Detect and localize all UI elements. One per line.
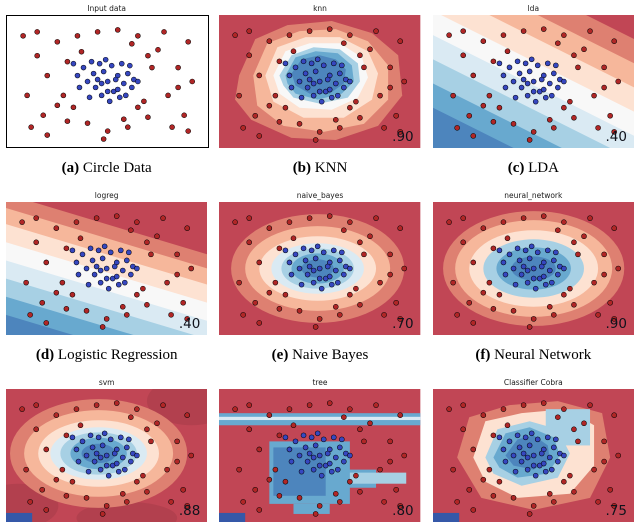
panel-knn: knn .90	[219, 3, 421, 148]
panel-title: neural_network	[504, 191, 563, 200]
knn-plot	[219, 15, 421, 148]
neural-network-plot	[432, 202, 634, 335]
score-label: .70	[392, 316, 414, 332]
panel-neural-network: neural_network .90	[432, 190, 634, 335]
caption-tag: (c)	[507, 160, 525, 176]
panel-title: logreg	[94, 191, 119, 200]
score-label: .75	[605, 503, 627, 519]
caption-label: Logistic Regression	[57, 347, 178, 363]
score-label: .40	[178, 316, 201, 332]
caption-tag: (f)	[475, 347, 491, 363]
caption-d: (d) Logistic Regression	[6, 336, 207, 377]
caption-b: (b) KNN	[219, 149, 420, 190]
panel-classifier-cobra: Classifier Cobra .75	[432, 377, 634, 522]
panel-logreg: logreg .40	[6, 190, 208, 335]
panel-title: tree	[312, 378, 328, 387]
panel-title: Classifier Cobra	[503, 378, 563, 387]
panel-input-data: Input data	[6, 3, 210, 148]
caption-tag: (a)	[61, 160, 80, 176]
caption-tag: (b)	[292, 160, 312, 176]
caption-label: Circle Data	[82, 160, 152, 176]
score-label: .90	[605, 316, 627, 332]
panel-title: naive_bayes	[296, 191, 344, 200]
lda-plot	[432, 15, 634, 148]
caption-e: (e) Naive Bayes	[219, 336, 420, 377]
panel-svm: svm .88	[6, 377, 208, 522]
caption-label: LDA	[528, 160, 559, 176]
panel-naive-bayes: naive_bayes .70	[219, 190, 421, 335]
score-label: .80	[392, 503, 414, 519]
caption-tag: (e)	[271, 347, 289, 363]
svm-plot	[6, 389, 208, 522]
panel-title: knn	[313, 4, 327, 13]
panel-tree: tree .80	[219, 377, 421, 522]
panel-title: lda	[527, 4, 540, 13]
caption-a: (a) Circle Data	[6, 149, 207, 190]
panel-lda: lda .40	[432, 3, 634, 148]
caption-label: Neural Network	[494, 347, 592, 363]
caption-c: (c) LDA	[433, 149, 634, 190]
classifier-cobra-plot	[432, 389, 634, 522]
panel-title: Input data	[87, 4, 127, 13]
caption-tag: (d)	[35, 347, 55, 363]
naive-bayes-plot	[219, 202, 421, 335]
tree-plot	[219, 389, 421, 522]
score-label: .90	[392, 129, 414, 145]
score-label: .40	[605, 129, 627, 145]
logreg-plot	[6, 202, 208, 335]
score-label: .88	[178, 503, 201, 519]
caption-label: KNN	[314, 160, 348, 176]
caption-label: Naive Bayes	[292, 347, 369, 363]
panel-title: svm	[98, 378, 115, 387]
input-data-plot	[6, 15, 210, 148]
caption-f: (f) Neural Network	[433, 336, 634, 377]
